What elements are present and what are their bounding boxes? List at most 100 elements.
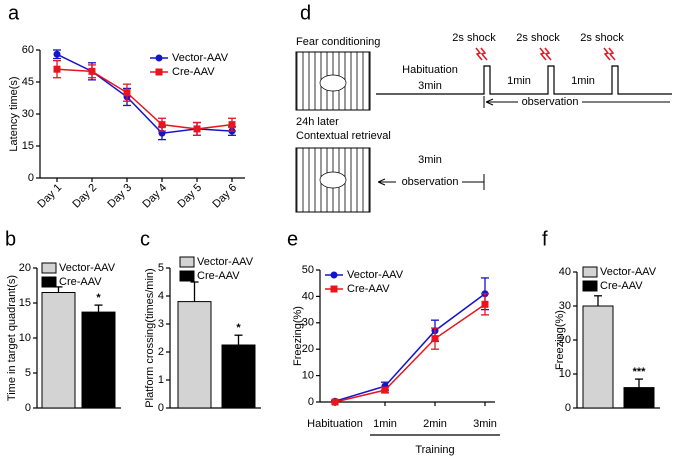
legend-label: Cre-AAV [600,280,643,292]
legend-label: Vector-AAV [600,266,657,278]
legend-marker [155,68,163,76]
legend-label: Vector-AAV [172,52,229,64]
bar [41,292,76,409]
y-tick-label: 30 [302,317,314,329]
y-tick-label: 0 [565,402,571,414]
bar [81,311,116,409]
significance: * [96,292,101,304]
y-tick-label: 15 [19,297,31,309]
y-tick-label: 0 [308,396,314,408]
chart-panel: c Platform crossing(times/min)0 1 2 3 4 5 Vecto… [140,228,261,414]
y-tick-label: 2 [158,346,164,358]
diagram-label: 3min [418,80,442,92]
legend-label: Cre-AAV [172,66,215,78]
y-tick-label: 20 [19,262,31,274]
x-tick-label: Day 5 [175,182,204,211]
bar [221,344,256,409]
x-tick-label: Day 2 [70,182,99,211]
marker [381,386,389,394]
legend-swatch [41,276,57,288]
y-axis-label: Time in target quadrant(s) [6,275,18,401]
x-tick-label: 3min [473,418,497,430]
y-tick-label: 40 [302,290,314,302]
diagram-label: observation [402,176,459,188]
marker [123,89,131,97]
y-tick-label: 30 [559,300,571,312]
marker [431,335,439,343]
marker [53,65,61,73]
y-tick-label: 0 [28,172,34,184]
diagram-label: 3min [418,154,442,166]
significance: *** [633,366,647,378]
x-tick-label: Day 4 [140,182,169,211]
legend-swatch [179,256,195,268]
legend-marker [330,271,338,279]
series-line [334,303,486,403]
panel-letter: a [8,2,20,24]
mouse [319,74,347,92]
legend-label: Vector-AAV [347,269,404,281]
marker [193,125,201,133]
legend-label: Cre-AAV [197,270,240,282]
diagram-label: Habituation [402,64,458,76]
y-tick-label: 0 [25,402,31,414]
label-bg [396,175,462,189]
chamber [295,147,371,213]
diagram-label: 24h later [296,116,339,128]
mouse [319,171,347,189]
series-line [56,68,233,130]
y-tick-label: 20 [302,343,314,355]
legend-swatch [179,270,195,282]
diagram-label: Contextual retrieval [296,130,391,142]
series-line [334,293,486,402]
y-tick-label: 5 [25,367,31,379]
panel-letter: e [287,228,298,250]
diagram-label: 1min [507,75,531,87]
chart-panel: a Latency time(s) 0 15 30 45 60 Day 1 Day 2 Day 3… [8,2,245,211]
diagram-label: 2s shock [580,32,624,44]
shock-icons [475,47,616,61]
y-tick-label: 15 [22,140,34,152]
x-tick-label: Day 3 [105,182,134,211]
chart-panel: b Time in target quadrant(s) 0 5 10 15 20 Vecto… [5,228,121,414]
panel-letter: d [300,2,311,24]
y-tick-label: 10 [302,370,314,382]
y-tick-label: 40 [559,266,571,278]
y-tick-label: 60 [22,44,34,56]
y-tick-label: 45 [22,76,34,88]
x-tick-label: 2min [423,418,447,430]
diagram-label: 2s shock [452,32,496,44]
diagram-label: 2s shock [516,32,560,44]
y-axis-label: Latency time(s) [8,76,20,151]
marker [331,398,339,406]
diagram-label: 1min [571,75,595,87]
y-tick-label: 5 [158,262,164,274]
significance: * [236,322,241,334]
legend-swatch [41,262,57,274]
bar [177,301,212,409]
y-tick-label: 0 [158,402,164,414]
x-tick-label: 1min [373,418,397,430]
legend-label: Vector-AAV [59,262,116,274]
y-tick-label: 10 [19,332,31,344]
y-axis-label: Freezing(%) [554,310,566,370]
legend-marker [155,54,163,62]
diagram-label: Fear conditioning [296,36,380,48]
y-tick-label: 10 [559,368,571,380]
marker [158,121,166,129]
y-axis-label: Freezing(%) [292,306,304,366]
x-tick-label: Day 1 [35,182,64,211]
y-tick-label: 50 [302,264,314,276]
timeline [376,65,672,95]
y-tick-label: 4 [158,290,164,302]
panel-letter: b [5,228,16,250]
y-tick-label: 30 [22,108,34,120]
y-axis-label: Platform crossing(times/min) [144,268,156,407]
chart-panel: f Freezing(%) 0 10 20 30 40 Vector-AAV *** Cre-AA… [542,228,660,414]
marker [228,121,236,129]
label-bg [518,95,582,109]
legend-label: Vector-AAV [197,256,254,268]
chart-panel: e Freezing(%) 0 10 20 30 40 50 Habituation 1min 2m… [287,228,500,456]
bar [582,305,614,409]
